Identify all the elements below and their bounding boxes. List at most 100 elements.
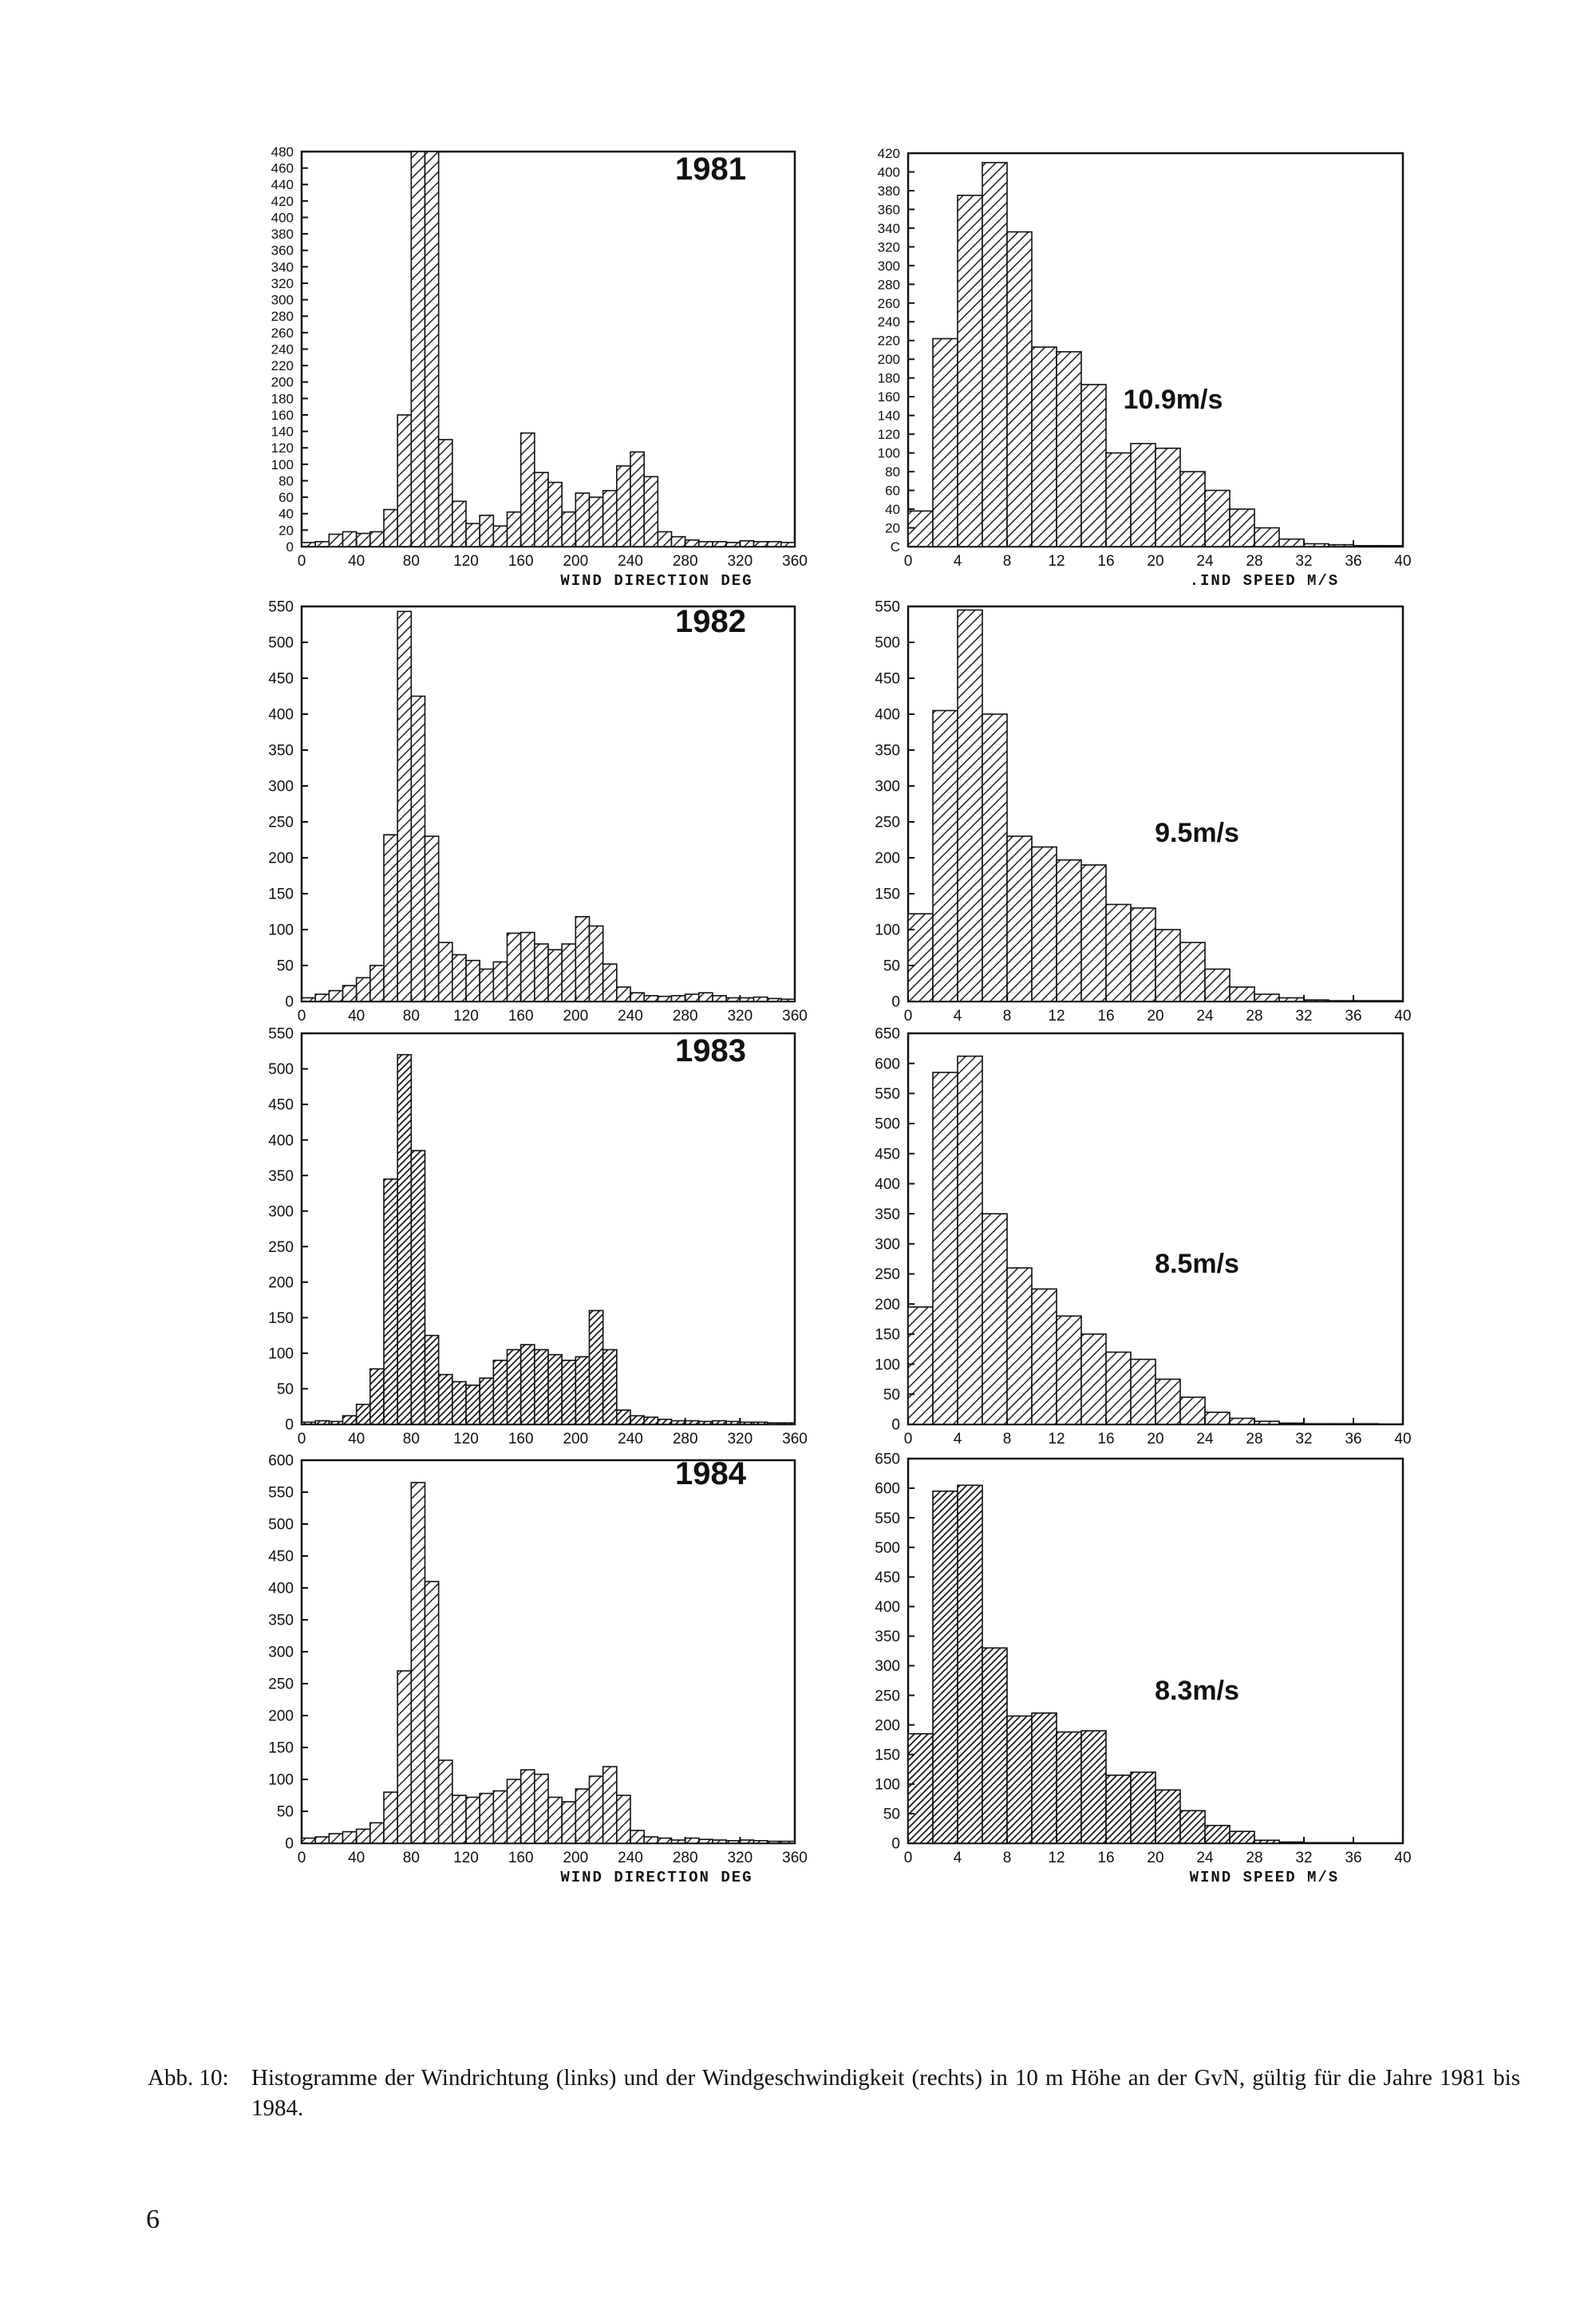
y-tick-label: 450 bbox=[268, 671, 294, 688]
bar bbox=[1278, 997, 1305, 1002]
y-tick-label: 20 bbox=[279, 523, 294, 538]
y-tick-label: 400 bbox=[268, 1581, 294, 1597]
bar bbox=[1105, 1774, 1132, 1844]
y-tick-label: 180 bbox=[878, 371, 900, 386]
bar bbox=[1229, 986, 1255, 1002]
x-tick-label: 16 bbox=[1097, 1850, 1114, 1866]
y-tick-label: 300 bbox=[875, 1236, 900, 1253]
y-tick-label: 460 bbox=[271, 161, 294, 176]
y-tick-label: 50 bbox=[883, 958, 900, 975]
caption-label: Abb. 10: bbox=[148, 2065, 229, 2091]
mean-speed-label: 8.3m/s bbox=[1155, 1676, 1239, 1706]
bar bbox=[670, 1420, 686, 1425]
x-tick-label: 16 bbox=[1097, 553, 1114, 570]
y-tick-label: 260 bbox=[878, 296, 900, 311]
y-tick-label: 200 bbox=[875, 1297, 900, 1313]
bar bbox=[355, 977, 371, 1002]
bar bbox=[369, 531, 385, 547]
chart-speed-1984: 0 50 100 150 200 250 300 350 400 450 500 550 600 650 0… bbox=[875, 1451, 1411, 1886]
bar bbox=[602, 1349, 618, 1425]
x-tick-label: 40 bbox=[1394, 1008, 1411, 1025]
y-tick-label: 550 bbox=[875, 1510, 900, 1527]
x-tick-label: 4 bbox=[954, 1008, 962, 1025]
y-tick-label: 280 bbox=[878, 277, 900, 292]
y-tick-label: 350 bbox=[875, 1629, 900, 1645]
mean-speed-label: 10.9m/s bbox=[1124, 385, 1223, 415]
y-tick-label: 600 bbox=[875, 1481, 900, 1498]
x-tick-label: 240 bbox=[618, 1008, 643, 1025]
y-tick-label: 500 bbox=[268, 1517, 294, 1534]
x-tick-label: 24 bbox=[1196, 553, 1214, 570]
y-tick-label: 0 bbox=[891, 994, 900, 1011]
x-tick-label: 0 bbox=[904, 1850, 913, 1866]
y-tick-label: 100 bbox=[875, 1776, 900, 1793]
y-tick-label: 100 bbox=[268, 922, 294, 939]
y-tick-label: 0 bbox=[285, 1417, 294, 1434]
chart-dir-1984: 0 50 100 150 200 250 300 350 400 450 500 550 600 0 40 8… bbox=[268, 1453, 808, 1886]
y-tick-label: 200 bbox=[875, 1717, 900, 1734]
y-tick-label: 200 bbox=[271, 375, 294, 390]
y-tick-label: 300 bbox=[268, 1645, 294, 1661]
bar bbox=[957, 1484, 983, 1844]
x-tick-label: 0 bbox=[904, 553, 913, 570]
bar bbox=[383, 834, 398, 1002]
x-tick-label: 80 bbox=[403, 1431, 420, 1447]
bar bbox=[982, 161, 1008, 547]
y-tick-label: 300 bbox=[268, 779, 294, 796]
x-tick-label: 36 bbox=[1345, 1008, 1361, 1025]
x-tick-label: 160 bbox=[508, 1008, 534, 1025]
y-tick-label: 140 bbox=[878, 409, 900, 424]
bar bbox=[397, 1670, 413, 1844]
bar bbox=[982, 1213, 1008, 1425]
x-tick-label: 120 bbox=[453, 1008, 479, 1025]
bar bbox=[1080, 864, 1107, 1002]
chart-speed-1981: C204060801001201401601802002202402602803… bbox=[878, 146, 1412, 590]
bar bbox=[1056, 1731, 1082, 1844]
bar bbox=[1328, 1842, 1354, 1844]
x-tick-label: 16 bbox=[1097, 1431, 1114, 1447]
bar bbox=[712, 1420, 727, 1425]
y-tick-label: 400 bbox=[271, 210, 294, 225]
y-tick-label: 350 bbox=[875, 1206, 900, 1223]
x-tick-label: 36 bbox=[1345, 553, 1361, 570]
y-tick-label: 80 bbox=[885, 464, 900, 480]
y-tick-label: 400 bbox=[878, 164, 900, 180]
y-tick-label: 550 bbox=[268, 1485, 294, 1502]
year-label: 1982 bbox=[675, 604, 746, 639]
y-tick-label: 260 bbox=[271, 326, 294, 341]
bar bbox=[383, 1791, 398, 1844]
x-axis-title: WIND SPEED M/S bbox=[1190, 1869, 1340, 1886]
bar bbox=[753, 1421, 768, 1425]
bar bbox=[588, 925, 604, 1002]
y-tick-label: 550 bbox=[268, 1026, 294, 1043]
bar bbox=[1130, 1771, 1156, 1844]
x-tick-label: 12 bbox=[1048, 553, 1065, 570]
y-tick-label: 380 bbox=[271, 227, 294, 242]
y-tick-label: 50 bbox=[277, 1381, 294, 1398]
y-tick-label: 300 bbox=[878, 259, 900, 274]
x-tick-label: 8 bbox=[1003, 1431, 1012, 1447]
x-tick-label: 32 bbox=[1295, 553, 1312, 570]
bar bbox=[766, 541, 782, 547]
bar bbox=[712, 1839, 727, 1844]
bar bbox=[452, 500, 467, 547]
bar bbox=[739, 1421, 755, 1425]
bar bbox=[1328, 543, 1354, 547]
bar bbox=[452, 1380, 467, 1425]
y-tick-label: 100 bbox=[268, 1346, 294, 1363]
bar bbox=[780, 542, 796, 547]
bar bbox=[479, 1792, 495, 1844]
bar bbox=[602, 1766, 618, 1844]
x-tick-label: 0 bbox=[904, 1008, 913, 1025]
y-tick-label: 150 bbox=[268, 1310, 294, 1327]
bar bbox=[712, 541, 727, 547]
bar bbox=[616, 986, 631, 1002]
y-tick-label: 200 bbox=[268, 1274, 294, 1291]
y-tick-label: 360 bbox=[271, 243, 294, 259]
y-tick-label: 440 bbox=[271, 177, 294, 192]
y-tick-label: 60 bbox=[279, 490, 294, 505]
x-tick-label: 200 bbox=[563, 553, 588, 570]
x-tick-label: 160 bbox=[508, 553, 534, 570]
x-tick-label: 20 bbox=[1147, 1008, 1163, 1025]
bar bbox=[780, 998, 796, 1002]
